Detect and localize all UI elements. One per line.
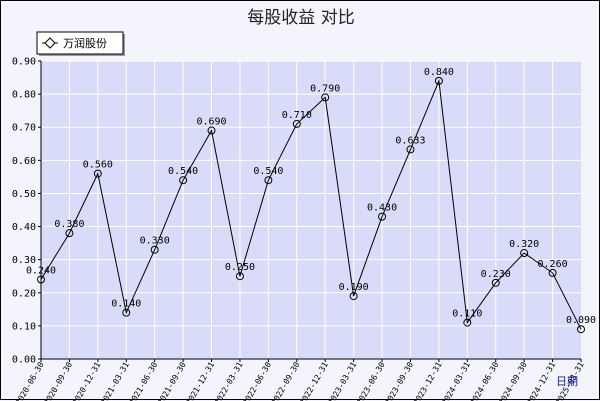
- data-point: [292, 119, 301, 128]
- data-point: [122, 308, 131, 317]
- data-point: [577, 325, 585, 334]
- data-point: [406, 145, 415, 154]
- x-tick-label: 2020-06-30: [14, 360, 46, 401]
- x-tick-label: 2021-09-30: [156, 360, 188, 401]
- x-tick-label: 2022-03-31: [213, 360, 245, 401]
- y-tick-label: 0.40: [12, 222, 36, 233]
- x-tick-label: 2023-12-31: [412, 360, 444, 401]
- data-label: 0.110: [452, 309, 482, 320]
- data-point: [150, 245, 159, 254]
- x-tick-label: 2024-12-31: [525, 360, 557, 401]
- x-tick-label: 2020-09-30: [42, 360, 74, 401]
- x-tick-label: 2023-09-30: [383, 360, 415, 401]
- y-tick-label: 0.10: [12, 321, 36, 332]
- data-label: 0.540: [168, 166, 198, 177]
- x-tick-label: 2023-06-30: [355, 360, 387, 401]
- x-axis-label: 日期: [556, 375, 578, 388]
- x-tick-label: 2021-06-30: [128, 360, 160, 401]
- data-point: [349, 292, 358, 301]
- data-label: 0.840: [424, 67, 454, 78]
- data-label: 0.140: [111, 299, 141, 310]
- y-tick-label: 0.30: [12, 255, 36, 266]
- data-label: 0.330: [140, 236, 170, 247]
- data-label: 0.540: [253, 166, 283, 177]
- data-point: [463, 318, 472, 327]
- data-point: [235, 272, 244, 281]
- data-point: [93, 169, 102, 178]
- data-label: 0.230: [481, 269, 511, 280]
- data-label: 0.250: [225, 262, 255, 273]
- data-point: [207, 126, 216, 135]
- data-label: 0.690: [196, 117, 226, 128]
- legend-diamond-icon: [44, 37, 56, 49]
- data-point: [37, 275, 45, 284]
- data-label: 0.260: [538, 259, 568, 270]
- x-tick-label: 2024-09-30: [497, 360, 529, 401]
- y-tick-label: 0.70: [12, 123, 36, 134]
- data-point: [264, 176, 273, 185]
- data-label: 0.190: [339, 282, 369, 293]
- data-label: 0.380: [54, 219, 84, 230]
- data-point: [434, 76, 443, 85]
- y-tick-label: 0.20: [12, 288, 36, 299]
- x-tick-label: 2022-06-30: [241, 360, 273, 401]
- y-tick-label: 0.60: [12, 156, 36, 167]
- y-tick-label: 0.90: [12, 57, 36, 68]
- data-point: [321, 93, 330, 102]
- data-point: [65, 229, 74, 238]
- y-tick-label: 0.80: [12, 90, 36, 101]
- x-tick-label: 2021-12-31: [184, 360, 216, 401]
- plot-area: [41, 61, 581, 359]
- data-label: 0.240: [26, 266, 56, 277]
- data-point: [520, 249, 529, 258]
- x-tick-label: 2024-06-30: [469, 360, 501, 401]
- x-tick-label: 2022-09-30: [270, 360, 302, 401]
- data-label: 0.710: [282, 110, 312, 121]
- x-tick-label: 2021-03-31: [99, 360, 131, 401]
- y-tick-label: 0.50: [12, 189, 36, 200]
- legend-box: [36, 31, 124, 55]
- data-label: 0.430: [367, 203, 397, 214]
- data-label: 0.320: [509, 239, 539, 250]
- x-tick-label: 2020-12-31: [71, 360, 103, 401]
- data-point: [491, 278, 500, 287]
- y-tick-label: 0.00: [12, 355, 36, 366]
- legend-entry: 万润股份: [63, 36, 107, 50]
- data-point: [179, 176, 188, 185]
- data-point: [378, 212, 387, 221]
- x-tick-label: 2024-03-31: [440, 360, 472, 401]
- chart-title: 每股收益 对比: [247, 8, 354, 28]
- x-tick-label: 2023-03-31: [326, 360, 358, 401]
- series-line: [40, 78, 582, 330]
- x-tick-label: 2022-12-31: [298, 360, 330, 401]
- data-label: 0.790: [310, 83, 340, 94]
- data-label: 0.560: [83, 160, 113, 171]
- data-point: [548, 268, 557, 277]
- data-label: 0.090: [566, 315, 596, 326]
- data-label: 0.633: [395, 135, 425, 146]
